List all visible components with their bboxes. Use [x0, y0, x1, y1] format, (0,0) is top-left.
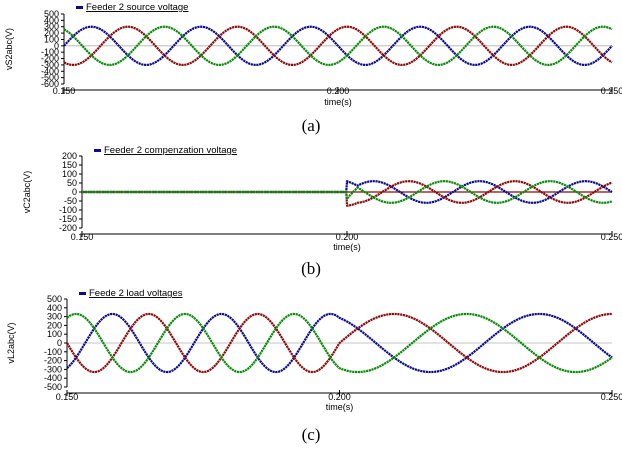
x-axis-label: time(s)	[326, 402, 354, 412]
x-tick-label: 0.200	[327, 86, 350, 96]
chart-title: Feeder 2 compenzation voltage	[104, 145, 237, 156]
y-axis-label: vL2abc(V)	[6, 322, 16, 363]
chart-panel-c: Feede 2 load voltages 5004003002001000-10…	[6, 288, 622, 412]
y-tick-label: -100	[41, 47, 59, 57]
series-line-phase-a	[63, 25, 613, 67]
x-tick-label: 0.250	[601, 392, 622, 402]
y-tick-label: 200	[47, 320, 62, 330]
y-tick-label: -50	[64, 196, 77, 206]
y-tick-label: -500	[44, 382, 62, 392]
x-tick-label: 0.150	[71, 232, 94, 242]
panel-caption: (c)	[302, 425, 321, 444]
y-tick-label: 100	[62, 169, 77, 179]
chart-panel-b: Feeder 2 compenzation voltage 20015010050…	[22, 145, 622, 252]
series-line-phase-c	[63, 25, 613, 67]
y-tick-label: 400	[44, 15, 59, 25]
y-tick-label: 300	[47, 312, 62, 322]
y-tick-label: -400	[44, 373, 62, 383]
x-axis-label: time(s)	[324, 97, 352, 107]
y-tick-label: 150	[62, 160, 77, 170]
chart-panel-a: Feeder 2 source voltage5004003002001000-…	[4, 2, 622, 107]
y-tick-label: -200	[41, 54, 59, 64]
y-tick-label: -150	[59, 214, 77, 224]
series-line-phase-a	[66, 312, 613, 374]
y-tick-label: 100	[47, 329, 62, 339]
series-line-phase-c	[66, 312, 613, 374]
y-tick-label: -500	[41, 73, 59, 83]
y-tick-label: -200	[44, 356, 62, 366]
y-tick-label: -300	[44, 364, 62, 374]
x-tick-label: 0.200	[336, 232, 359, 242]
y-tick-label: 0	[72, 187, 77, 197]
y-tick-label: -400	[41, 66, 59, 76]
x-tick-label: 0.250	[601, 86, 622, 96]
y-tick-label: 0	[57, 338, 62, 348]
series-line-phase-b	[63, 25, 613, 67]
y-tick-label: -200	[59, 223, 77, 233]
x-tick-label: 0.150	[56, 392, 79, 402]
y-tick-label: 200	[62, 151, 77, 161]
y-tick-label: -300	[41, 60, 59, 70]
legend-marker	[79, 292, 86, 295]
x-tick-label: 0.250	[601, 232, 622, 242]
y-tick-label: 200	[44, 28, 59, 38]
x-tick-label: 0.200	[328, 392, 351, 402]
y-tick-label: -100	[44, 347, 62, 357]
y-tick-label: 50	[67, 178, 77, 188]
y-axis-label: vC2abc(V)	[22, 171, 32, 214]
y-tick-label: 100	[44, 34, 59, 44]
y-tick-label: -600	[41, 79, 59, 89]
panel-caption: (a)	[302, 116, 321, 135]
x-tick-label: 0.150	[53, 86, 76, 96]
x-axis-label: time(s)	[333, 242, 361, 252]
legend-marker	[76, 6, 83, 9]
series-line-phase-c	[81, 180, 613, 204]
y-tick-label: 400	[47, 303, 62, 313]
y-tick-label: 0	[54, 41, 59, 51]
chart-title: Feede 2 load voltages	[89, 288, 183, 299]
panel-caption: (b)	[301, 259, 321, 278]
y-tick-label: 500	[44, 9, 59, 19]
y-tick-label: 500	[47, 294, 62, 304]
y-tick-label: 300	[44, 22, 59, 32]
legend-marker	[94, 149, 101, 152]
y-tick-label: -100	[59, 205, 77, 215]
series-line-phase-b	[66, 312, 613, 374]
y-axis-label: vS2abc(V)	[4, 28, 14, 70]
chart-title: Feeder 2 source voltage	[86, 2, 188, 13]
